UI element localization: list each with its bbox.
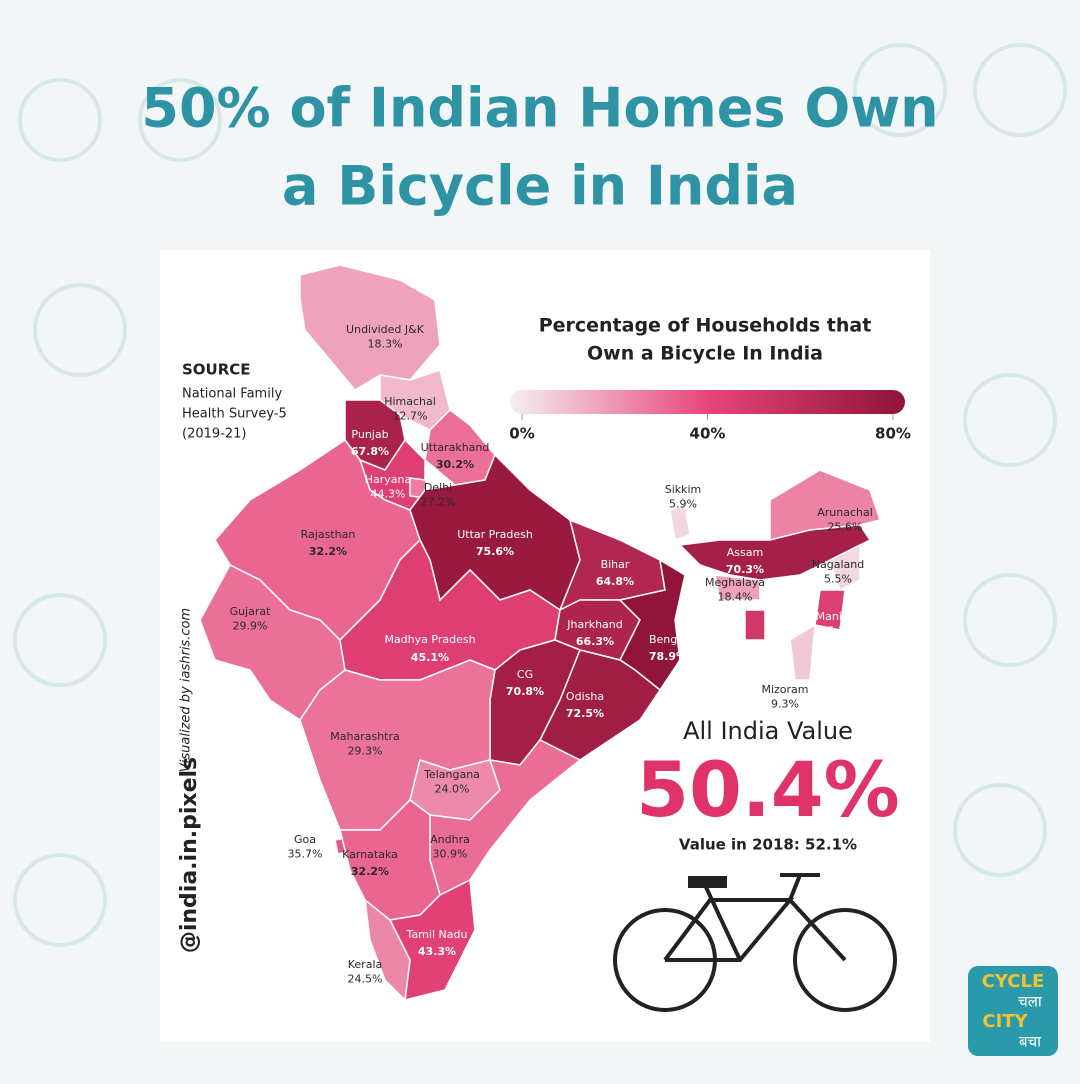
legend-tick-label: 80%	[875, 425, 911, 443]
source-heading: SOURCE	[182, 361, 251, 379]
region-name: Meghalaya	[705, 576, 765, 589]
region-name: Nagaland	[812, 558, 864, 571]
region	[669, 504, 691, 541]
region-name: Andhra	[430, 833, 470, 846]
region	[538, 649, 662, 761]
region-name: Assam	[727, 546, 763, 559]
region-name: CG	[517, 668, 533, 681]
region-name: Punjab	[351, 428, 388, 441]
region-name: Telangana	[423, 768, 480, 781]
region-value: 27.2%	[421, 496, 456, 509]
region-value: 45.1%	[411, 651, 449, 664]
region-value: 18.4%	[718, 591, 753, 604]
region-value: 5.9%	[669, 498, 697, 511]
region-value: 70.8%	[506, 685, 544, 698]
credit-handle: @india.in.pixels	[177, 757, 202, 953]
region-value: 30.9%	[433, 848, 468, 861]
region-value: 5.5%	[824, 573, 852, 586]
logo-text: बचा	[1019, 1033, 1042, 1051]
region-value: 43.3%	[418, 945, 456, 958]
region-name: Delhi	[424, 481, 452, 494]
region-name: Undivided J&K	[346, 323, 425, 336]
map	[199, 264, 881, 1002]
region-name: Maharashtra	[330, 730, 400, 743]
region-name: Arunachal	[817, 506, 873, 519]
region-name: Tamil Nadu	[406, 928, 468, 941]
region	[814, 589, 846, 631]
region-name: Uttarakhand	[421, 441, 490, 454]
region-name: Madhya Pradesh	[384, 633, 475, 646]
region-value: 35.7%	[288, 848, 323, 861]
logo-text: CYCLE	[982, 971, 1045, 992]
region-value: 67.8%	[351, 445, 389, 458]
region-name: Tripura	[725, 653, 764, 666]
region-name: Kerala	[348, 958, 383, 971]
region-value: 70.3%	[726, 563, 764, 576]
source-line: National Family	[182, 387, 282, 402]
legend-tick-label: 40%	[690, 425, 726, 443]
region-value: 66.3%	[576, 635, 614, 648]
region-value: 25.6%	[828, 521, 863, 534]
region-name: Jharkhand	[566, 618, 623, 631]
region-value: 44.3%	[371, 488, 406, 501]
region-name: Bihar	[601, 558, 630, 571]
region-value: 30.2%	[436, 458, 474, 471]
logo-text: चला	[1018, 993, 1043, 1011]
region-value: 32.2%	[309, 545, 347, 558]
region-value: 72.5%	[566, 707, 604, 720]
region-value: 24.0%	[435, 783, 470, 796]
summary-value: 50.4%	[636, 745, 900, 834]
credit-visualizer: Visualized by iashris.com	[179, 608, 194, 772]
region	[829, 543, 861, 592]
region-name: Karnataka	[342, 848, 398, 861]
map-labels: Undivided J&K 18.3% Himachal 12.7% Punjab 67.…	[230, 323, 873, 986]
region-name: Odisha	[566, 690, 604, 703]
title-line: a Bicycle in India	[282, 155, 798, 218]
region-name: Himachal	[384, 395, 436, 408]
legend-title: Percentage of Households that	[539, 315, 872, 337]
region	[789, 623, 816, 681]
region-name: Rajasthan	[301, 528, 356, 541]
region-name: Goa	[294, 833, 316, 846]
summary-heading: All India Value	[683, 717, 853, 745]
region-value: 24.5%	[348, 973, 383, 986]
region-value: 78.9%	[649, 650, 687, 663]
bicycle-image	[613, 873, 897, 1012]
summary-previous: Value in 2018: 52.1%	[679, 836, 857, 854]
title-line: 50% of Indian Homes Own	[141, 77, 938, 140]
legend-ticks: 0% 40% 80%	[509, 414, 911, 443]
logo-text: CITY	[982, 1011, 1028, 1032]
region-name: Bengal	[649, 633, 687, 646]
region	[364, 898, 411, 1002]
legend-bar	[510, 390, 905, 414]
source-line: Health Survey-5	[182, 407, 287, 422]
region-value: 50.9%	[728, 668, 763, 681]
background-bikes	[13, 43, 1067, 947]
region-value: 29.9%	[233, 620, 268, 633]
region-value: 12.7%	[393, 410, 428, 423]
region-name: Gujarat	[230, 605, 272, 618]
region-name: Sikkim	[665, 483, 702, 496]
region-name: Mizoram	[761, 683, 808, 696]
region-name: Uttar Pradesh	[457, 528, 533, 541]
legend-title: Own a Bicycle In India	[587, 343, 823, 365]
region-value: 32.2%	[351, 865, 389, 878]
region-name: Manipur	[816, 610, 861, 623]
region-value: 29.3%	[348, 745, 383, 758]
region-name: Haryana	[365, 473, 412, 486]
region-value: 75.6%	[476, 545, 514, 558]
legend-tick-label: 0%	[509, 425, 534, 443]
region-value: 45.3%	[821, 625, 856, 638]
region	[744, 609, 766, 641]
source-line: (2019-21)	[182, 427, 246, 442]
region-value: 9.3%	[771, 698, 799, 711]
region	[714, 574, 761, 601]
region-value: 18.3%	[368, 338, 403, 351]
region-value: 64.8%	[596, 575, 634, 588]
logo: CYCLE चला CITY बचा	[968, 966, 1058, 1056]
